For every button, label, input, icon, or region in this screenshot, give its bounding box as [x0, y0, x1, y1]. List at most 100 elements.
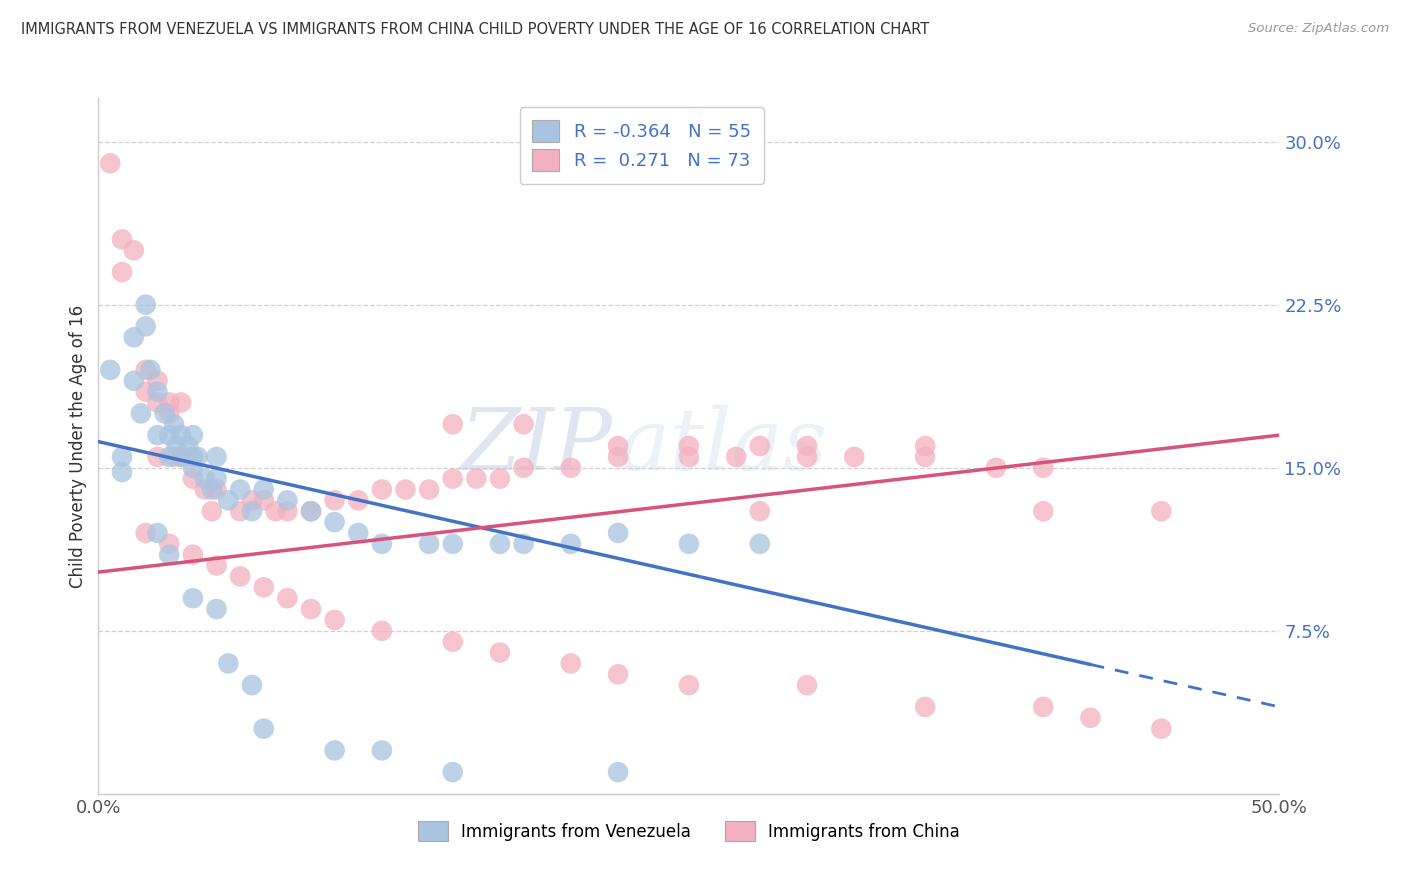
Point	[748, 439, 770, 453]
Point	[181, 428, 204, 442]
Point	[441, 472, 464, 486]
Point	[489, 646, 512, 660]
Point	[181, 450, 204, 464]
Point	[323, 515, 346, 529]
Point	[844, 450, 866, 464]
Point	[146, 428, 169, 442]
Point	[177, 439, 200, 453]
Point	[984, 460, 1007, 475]
Point	[135, 526, 157, 541]
Point	[170, 450, 193, 464]
Point	[181, 472, 204, 486]
Point	[253, 722, 276, 736]
Point	[194, 472, 217, 486]
Point	[512, 417, 534, 432]
Point	[122, 374, 145, 388]
Point	[181, 548, 204, 562]
Point	[122, 330, 145, 344]
Point	[111, 465, 134, 479]
Point	[253, 483, 276, 497]
Point	[441, 537, 464, 551]
Point	[394, 483, 416, 497]
Point	[201, 483, 224, 497]
Point	[170, 428, 193, 442]
Point	[205, 602, 228, 616]
Text: Source: ZipAtlas.com: Source: ZipAtlas.com	[1249, 22, 1389, 36]
Point	[748, 537, 770, 551]
Point	[111, 450, 134, 464]
Point	[157, 428, 180, 442]
Point	[146, 526, 169, 541]
Point	[607, 765, 630, 780]
Point	[678, 439, 700, 453]
Point	[205, 558, 228, 573]
Point	[146, 395, 169, 409]
Point	[914, 699, 936, 714]
Point	[371, 537, 394, 551]
Point	[217, 657, 239, 671]
Point	[371, 624, 394, 638]
Point	[163, 417, 186, 432]
Point	[157, 406, 180, 420]
Point	[1150, 504, 1173, 518]
Point	[560, 460, 582, 475]
Point	[276, 493, 298, 508]
Point	[725, 450, 748, 464]
Point	[229, 569, 252, 583]
Point	[607, 450, 630, 464]
Point	[135, 363, 157, 377]
Point	[205, 450, 228, 464]
Point	[135, 319, 157, 334]
Point	[489, 537, 512, 551]
Point	[607, 439, 630, 453]
Point	[187, 450, 209, 464]
Point	[111, 232, 134, 246]
Point	[276, 591, 298, 606]
Point	[146, 450, 169, 464]
Point	[165, 439, 187, 453]
Point	[560, 537, 582, 551]
Point	[678, 537, 700, 551]
Point	[276, 504, 298, 518]
Point	[441, 634, 464, 648]
Point	[122, 244, 145, 258]
Point	[253, 580, 276, 594]
Point	[146, 384, 169, 399]
Point	[194, 483, 217, 497]
Point	[98, 363, 121, 377]
Point	[323, 613, 346, 627]
Point	[205, 483, 228, 497]
Point	[139, 363, 162, 377]
Point	[299, 504, 322, 518]
Point	[1150, 722, 1173, 736]
Point	[796, 678, 818, 692]
Point	[229, 483, 252, 497]
Point	[678, 678, 700, 692]
Point	[465, 472, 488, 486]
Point	[1032, 699, 1054, 714]
Point	[205, 472, 228, 486]
Point	[240, 504, 263, 518]
Point	[418, 483, 440, 497]
Point	[229, 504, 252, 518]
Point	[607, 667, 630, 681]
Text: IMMIGRANTS FROM VENEZUELA VS IMMIGRANTS FROM CHINA CHILD POVERTY UNDER THE AGE O: IMMIGRANTS FROM VENEZUELA VS IMMIGRANTS …	[21, 22, 929, 37]
Point	[129, 406, 152, 420]
Y-axis label: Child Poverty Under the Age of 16: Child Poverty Under the Age of 16	[69, 304, 87, 588]
Point	[1032, 460, 1054, 475]
Point	[796, 450, 818, 464]
Point	[299, 504, 322, 518]
Point	[146, 374, 169, 388]
Point	[170, 450, 193, 464]
Point	[157, 537, 180, 551]
Point	[217, 493, 239, 508]
Point	[914, 450, 936, 464]
Text: ZIP: ZIP	[460, 405, 612, 487]
Point	[441, 765, 464, 780]
Point	[170, 395, 193, 409]
Point	[201, 504, 224, 518]
Point	[489, 472, 512, 486]
Point	[418, 537, 440, 551]
Point	[748, 504, 770, 518]
Point	[347, 493, 370, 508]
